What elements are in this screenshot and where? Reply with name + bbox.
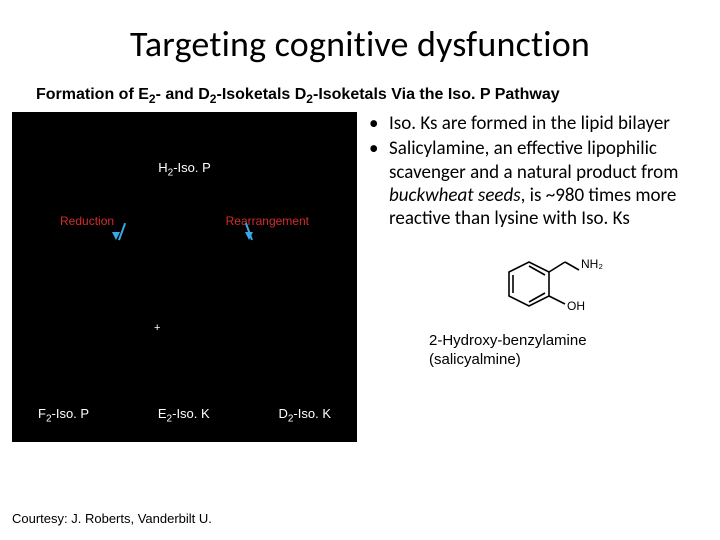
- page-title: Targeting cognitive dysfunction: [0, 0, 720, 86]
- subtitle: Formation of E2- and D2-Isoketals D2-Iso…: [0, 86, 720, 112]
- right-column: Iso. Ks are formed in the lipid bilayer …: [361, 112, 720, 442]
- molecule-oh: OH: [567, 299, 585, 313]
- molecule-structure-icon: NH₂ OH: [479, 250, 609, 328]
- diagram-f2isop-label: F2-Iso. P: [38, 406, 89, 425]
- arrow-left-icon: [112, 232, 120, 240]
- molecule-nh2: NH₂: [581, 257, 603, 271]
- pathway-diagram: H2-Iso. P Reduction Rearrangement + F2-I…: [12, 112, 357, 442]
- diagram-plus-label: +: [154, 322, 160, 334]
- bullet-italic: buckwheat seeds: [389, 184, 521, 207]
- label-part: -Iso. P: [52, 406, 90, 421]
- content-row: H2-Iso. P Reduction Rearrangement + F2-I…: [0, 112, 720, 442]
- label-part: E: [158, 406, 167, 421]
- molecule-block: NH₂ OH 2-Hydroxy-benzylamine (salicyalmi…: [429, 250, 659, 370]
- subtitle-part: -Isoketals D: [216, 86, 306, 103]
- list-item: Salicylamine, an effective lipophilic sc…: [367, 137, 714, 230]
- subtitle-part: - and D: [156, 86, 210, 103]
- subtitle-sub: 2: [149, 92, 156, 106]
- molecule-label-line: (salicyalmine): [429, 351, 659, 370]
- subtitle-part: Formation of E: [36, 86, 149, 103]
- diagram-reduction-label: Reduction: [60, 214, 114, 228]
- label-part: -Iso. K: [293, 406, 331, 421]
- list-item: Iso. Ks are formed in the lipid bilayer: [367, 112, 714, 135]
- subtitle-sub: 2: [306, 92, 313, 106]
- diagram-bottom-row: F2-Iso. P E2-Iso. K D2-Iso. K: [12, 406, 357, 425]
- subtitle-part: -Isoketals Via the Iso. P Pathway: [313, 86, 560, 103]
- label-part: H: [158, 160, 167, 175]
- diagram-h2isop-label: H2-Iso. P: [158, 160, 211, 179]
- molecule-label: 2-Hydroxy-benzylamine (salicyalmine): [429, 332, 659, 370]
- diagram-rearrangement-label: Rearrangement: [226, 214, 309, 228]
- bullet-list: Iso. Ks are formed in the lipid bilayer …: [367, 112, 714, 230]
- label-part: -Iso. K: [172, 406, 210, 421]
- courtesy-text: Courtesy: J. Roberts, Vanderbilt U.: [12, 511, 212, 526]
- label-part: F: [38, 406, 46, 421]
- arrow-right-icon: [245, 232, 253, 240]
- molecule-label-line: 2-Hydroxy-benzylamine: [429, 332, 659, 351]
- label-part: -Iso. P: [173, 160, 211, 175]
- diagram-d2isok-label: D2-Iso. K: [278, 406, 331, 425]
- label-part: D: [278, 406, 287, 421]
- diagram-e2isok-label: E2-Iso. K: [158, 406, 210, 425]
- bullet-text: Salicylamine, an effective lipophilic sc…: [389, 137, 678, 183]
